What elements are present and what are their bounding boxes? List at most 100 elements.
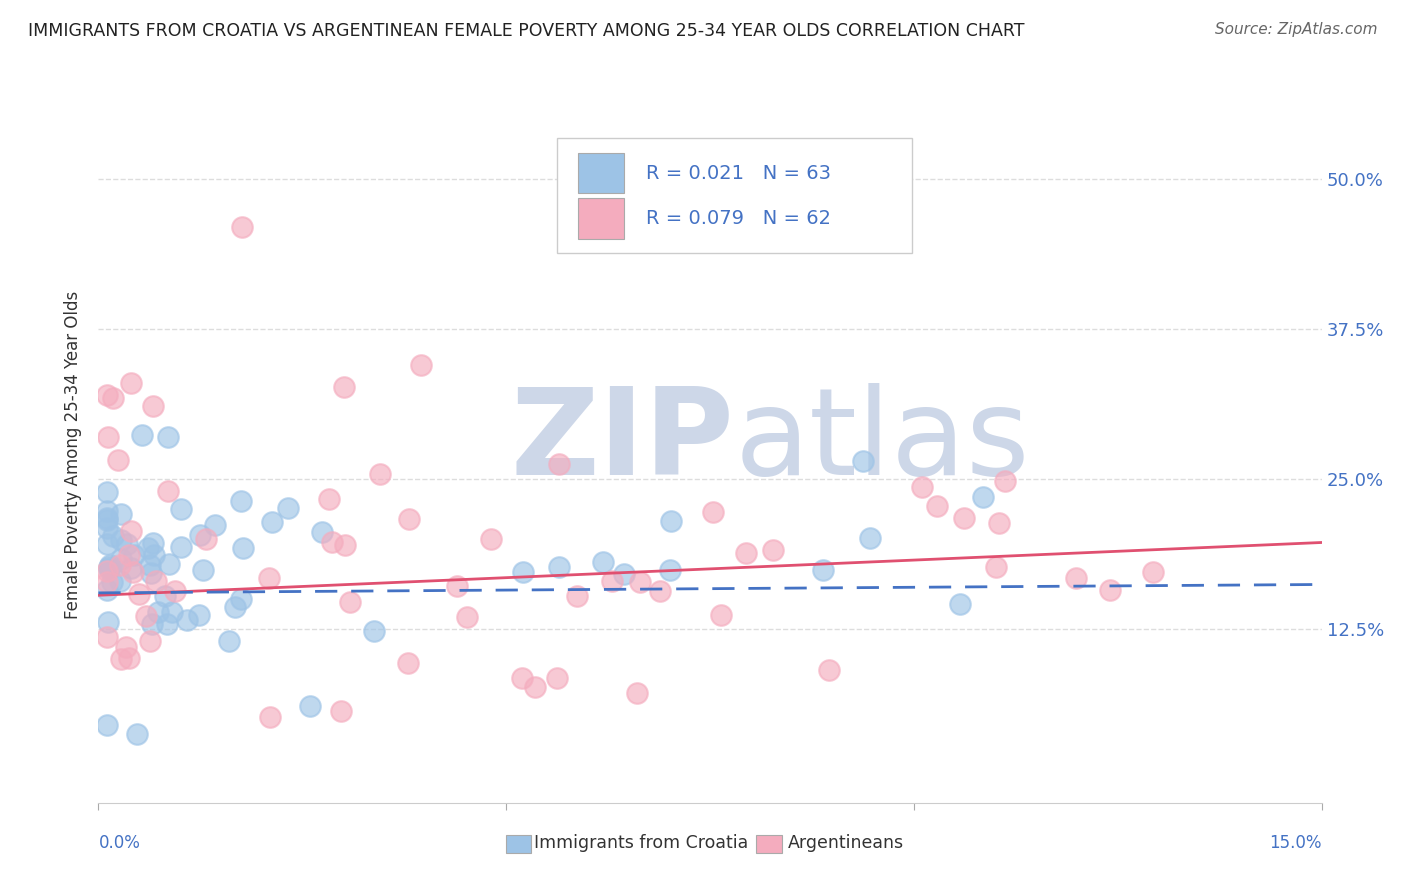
Point <box>398 512 420 526</box>
Point <box>330 704 353 718</box>
Text: Argentineans: Argentineans <box>787 834 904 852</box>
Point <box>110 507 132 521</box>
Y-axis label: Female Poverty Among 25-34 Year Olds: Female Poverty Among 25-34 Year Olds <box>65 291 83 619</box>
Point <box>96 574 118 589</box>
Point <box>811 563 834 577</box>
Point <box>156 483 179 498</box>
Point <box>648 584 671 599</box>
Point <box>139 566 162 581</box>
Point <box>734 546 756 560</box>
Point <box>108 558 131 572</box>
Point <box>96 504 118 518</box>
Point <box>96 510 118 524</box>
Point <box>97 615 120 629</box>
Point <box>277 501 299 516</box>
FancyBboxPatch shape <box>557 138 912 253</box>
Point <box>592 556 614 570</box>
Point <box>232 541 254 555</box>
Point <box>972 490 994 504</box>
Point <box>97 430 120 444</box>
Point <box>817 663 839 677</box>
Point <box>188 527 211 541</box>
Point <box>96 388 118 402</box>
Point <box>96 717 118 731</box>
Point <box>142 399 165 413</box>
Point <box>120 524 142 539</box>
Point <box>153 589 176 603</box>
Point <box>170 501 193 516</box>
Point <box>122 566 145 580</box>
Point <box>311 524 333 539</box>
Text: Immigrants from Croatia: Immigrants from Croatia <box>534 834 748 852</box>
Point <box>114 640 136 655</box>
Text: IMMIGRANTS FROM CROATIA VS ARGENTINEAN FEMALE POVERTY AMONG 25-34 YEAR OLDS CORR: IMMIGRANTS FROM CROATIA VS ARGENTINEAN F… <box>28 22 1025 40</box>
Text: 15.0%: 15.0% <box>1270 834 1322 852</box>
Point <box>128 587 150 601</box>
Point <box>600 574 623 588</box>
Text: atlas: atlas <box>734 383 1031 500</box>
Point <box>231 219 253 234</box>
Point <box>567 589 589 603</box>
Point <box>396 656 419 670</box>
Point <box>176 613 198 627</box>
Point <box>1064 571 1087 585</box>
Point <box>157 430 180 444</box>
Point <box>512 671 534 685</box>
Point <box>188 607 211 622</box>
Point <box>160 605 183 619</box>
Point <box>547 457 569 471</box>
Point <box>110 652 132 666</box>
Point <box>117 537 139 551</box>
Point <box>658 564 681 578</box>
Point <box>260 515 283 529</box>
Point <box>332 380 354 394</box>
Point <box>120 376 142 390</box>
Point <box>122 548 145 562</box>
Point <box>97 559 120 574</box>
Point <box>659 514 682 528</box>
Point <box>96 564 118 578</box>
Point <box>142 535 165 549</box>
Point <box>859 531 882 545</box>
Point <box>363 624 385 639</box>
Point <box>512 566 534 580</box>
Point <box>101 391 124 405</box>
Point <box>143 548 166 562</box>
Point <box>339 595 361 609</box>
Point <box>138 634 160 648</box>
Point <box>96 521 118 535</box>
Point <box>949 597 972 611</box>
Point <box>224 599 246 614</box>
Point <box>191 563 214 577</box>
Text: Source: ZipAtlas.com: Source: ZipAtlas.com <box>1215 22 1378 37</box>
Point <box>953 511 976 525</box>
Point <box>479 532 502 546</box>
Point <box>984 559 1007 574</box>
Point <box>110 551 132 566</box>
Point <box>626 686 648 700</box>
Text: ZIP: ZIP <box>510 383 734 500</box>
Point <box>257 571 280 585</box>
Point <box>131 427 153 442</box>
Point <box>368 467 391 481</box>
Point <box>107 453 129 467</box>
Point <box>118 548 141 562</box>
Point <box>927 500 949 514</box>
Point <box>108 574 131 588</box>
Point <box>409 359 432 373</box>
Point <box>523 680 546 694</box>
Point <box>204 518 226 533</box>
Point <box>702 505 724 519</box>
Point <box>146 605 169 619</box>
Point <box>613 567 636 582</box>
Text: 0.0%: 0.0% <box>98 834 141 852</box>
Point <box>456 610 478 624</box>
Point <box>98 558 121 572</box>
Point <box>762 542 785 557</box>
Point <box>136 541 159 556</box>
Point <box>229 591 252 606</box>
Point <box>96 537 118 551</box>
Point <box>157 558 180 572</box>
Point <box>125 726 148 740</box>
Point <box>994 475 1017 489</box>
